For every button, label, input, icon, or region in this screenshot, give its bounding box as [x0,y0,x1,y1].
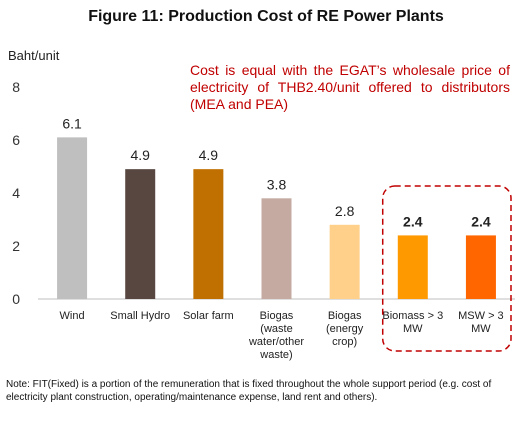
bar [397,235,428,299]
y-tick-label: 4 [12,185,20,201]
highlight-box [381,185,512,352]
y-tick-label: 0 [12,291,20,307]
bar [329,224,360,299]
chart-footnote: Note: FIT(Fixed) is a portion of the rem… [6,379,492,403]
bar [465,235,496,299]
bar-value-label: 2.8 [335,203,355,219]
chart-title: Figure 11: Production Cost of RE Power P… [88,8,444,25]
category-label: Wind [60,310,85,322]
bar-value-label: 2.4 [403,213,423,229]
y-tick-label: 8 [12,79,20,95]
category-label: Biomass > 3 MW [382,310,443,335]
bar-value-label: 4.9 [199,147,219,163]
bar-value-label: 4.9 [130,147,150,163]
category-label: Biogas (waste water/other waste) [248,310,304,361]
bar-value-label: 6.1 [62,115,82,131]
bar [57,137,88,299]
category-label: Biogas (energy crop) [326,310,364,348]
y-tick-label: 6 [12,132,20,148]
bar [261,198,292,299]
category-label: Solar farm [183,310,234,322]
category-label: MSW > 3 MW [458,310,504,335]
y-tick-label: 2 [12,238,20,254]
bar-value-label: 2.4 [471,213,491,229]
chart-annotation: Cost is equal with the EGAT’s wholesale … [190,62,510,112]
bar-value-label: 3.8 [267,176,287,192]
y-axis-label: Baht/unit [8,48,60,63]
bar [125,169,156,299]
category-label: Small Hydro [110,310,170,322]
bar [193,169,224,299]
